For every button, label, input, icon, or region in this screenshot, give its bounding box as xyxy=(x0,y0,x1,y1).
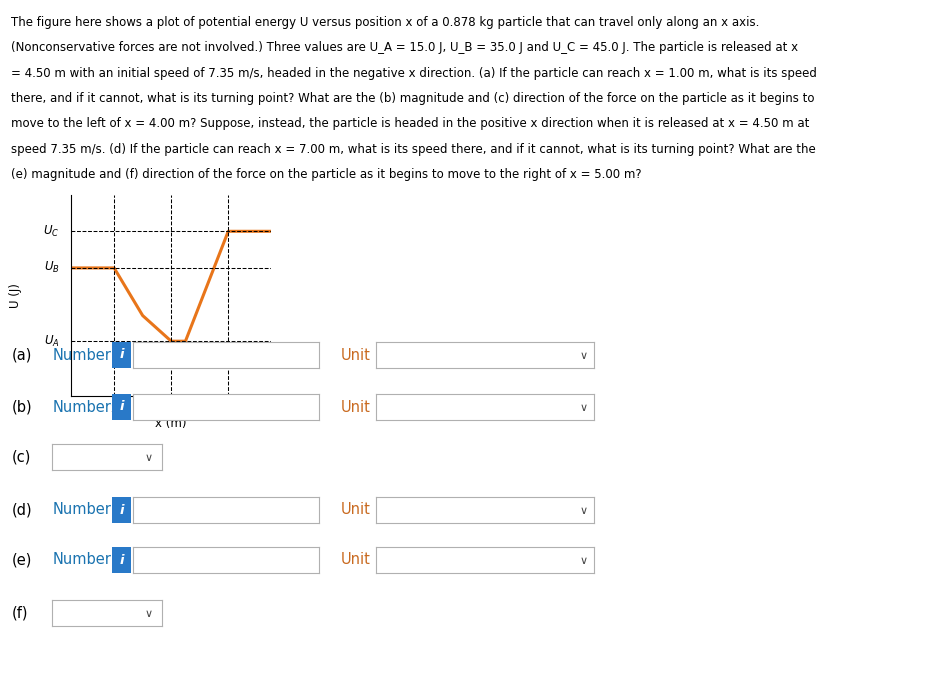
Text: ∨: ∨ xyxy=(580,403,588,413)
Text: there, and if it cannot, what is its turning point? What are the (b) magnitude a: there, and if it cannot, what is its tur… xyxy=(11,92,815,105)
Text: (d): (d) xyxy=(11,503,32,518)
Text: i: i xyxy=(120,348,124,361)
Text: Unit: Unit xyxy=(340,400,370,415)
Text: ∨: ∨ xyxy=(145,454,153,463)
Text: i: i xyxy=(120,400,124,413)
Text: Unit: Unit xyxy=(340,553,370,568)
Text: ∨: ∨ xyxy=(580,556,588,566)
X-axis label: x (m): x (m) xyxy=(155,417,187,430)
Text: Number: Number xyxy=(52,503,111,518)
Text: Number: Number xyxy=(52,400,111,415)
Text: = 4.50 m with an initial speed of 7.35 m/s, headed in the negative x direction. : = 4.50 m with an initial speed of 7.35 m… xyxy=(11,67,817,80)
Text: ∨: ∨ xyxy=(580,506,588,516)
Text: (e) magnitude and (f) direction of the force on the particle as it begins to mov: (e) magnitude and (f) direction of the f… xyxy=(11,168,642,181)
Text: ∨: ∨ xyxy=(580,351,588,361)
Text: $U_C$: $U_C$ xyxy=(43,224,59,239)
Text: speed 7.35 m/s. (d) If the particle can reach x = 7.00 m, what is its speed ther: speed 7.35 m/s. (d) If the particle can … xyxy=(11,143,816,156)
Text: (b): (b) xyxy=(11,400,32,415)
Text: $U_A$: $U_A$ xyxy=(44,333,59,349)
Text: (a): (a) xyxy=(11,348,31,363)
Text: Number: Number xyxy=(52,348,111,363)
Text: U (J): U (J) xyxy=(9,283,22,308)
Text: i: i xyxy=(120,503,124,516)
Text: i: i xyxy=(120,553,124,566)
Text: ∨: ∨ xyxy=(145,609,153,619)
Text: (e): (e) xyxy=(11,553,31,568)
Text: Number: Number xyxy=(52,553,111,568)
Text: Unit: Unit xyxy=(340,348,370,363)
Text: (Nonconservative forces are not involved.) Three values are U_A = 15.0 J, U_B = : (Nonconservative forces are not involved… xyxy=(11,42,799,55)
Text: (c): (c) xyxy=(11,449,30,464)
Text: The figure here shows a plot of potential energy U versus position x of a 0.878 : The figure here shows a plot of potentia… xyxy=(11,16,760,29)
Text: (f): (f) xyxy=(11,606,28,620)
Text: move to the left of x = 4.00 m? Suppose, instead, the particle is headed in the : move to the left of x = 4.00 m? Suppose,… xyxy=(11,117,810,130)
Text: $U_B$: $U_B$ xyxy=(44,260,59,275)
Text: Unit: Unit xyxy=(340,503,370,518)
